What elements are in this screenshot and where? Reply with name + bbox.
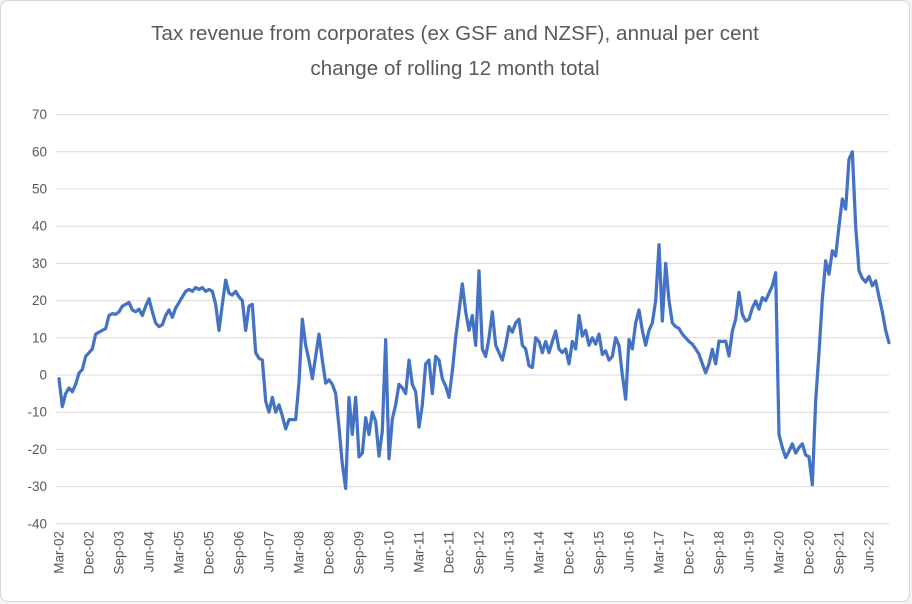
x-tick-label: Dec-05 <box>202 531 217 575</box>
gridlines <box>56 114 889 525</box>
x-tick-label: Dec-14 <box>562 531 577 575</box>
y-tick-label: 30 <box>32 256 47 271</box>
x-tick-label: Sep-18 <box>712 531 727 575</box>
x-tick-label: Dec-20 <box>802 531 817 575</box>
x-tick-label: Mar-11 <box>412 531 427 573</box>
data-series <box>57 150 891 491</box>
x-tick-label: Jun-16 <box>622 531 637 572</box>
y-tick-label: 50 <box>32 182 47 197</box>
y-tick-label: 70 <box>32 107 47 122</box>
x-tick-label: Mar-08 <box>292 531 307 574</box>
y-tick-label: 40 <box>32 219 47 234</box>
x-axis-labels: Mar-02 Dec-02 Sep-03 Jun-04 Mar-05 Dec-05 Sep-… <box>52 531 877 575</box>
x-tick-label: Sep-03 <box>112 531 127 575</box>
x-tick-label: Jun-19 <box>742 531 757 572</box>
y-tick-label: 60 <box>32 144 47 159</box>
y-tick-label: 0 <box>39 368 47 383</box>
x-tick-label: Sep-09 <box>352 531 367 575</box>
x-tick-label: Mar-20 <box>772 531 787 574</box>
x-tick-label: Mar-14 <box>532 531 547 574</box>
x-tick-label: Dec-08 <box>322 531 337 575</box>
x-tick-label: Sep-21 <box>832 531 847 575</box>
x-tick-label: Dec-02 <box>82 531 97 575</box>
y-tick-label: -20 <box>27 442 47 457</box>
y-tick-label: -30 <box>27 479 47 494</box>
y-tick-label: 20 <box>32 293 47 308</box>
x-tick-label: Jun-13 <box>502 531 517 572</box>
x-tick-label: Mar-17 <box>652 531 667 574</box>
y-axis-labels: 70 60 50 40 30 20 10 0 -10 -20 -30 -40 <box>27 107 47 531</box>
x-tick-label: Dec-11 <box>442 531 457 574</box>
x-tick-label: Jun-22 <box>862 531 877 572</box>
x-tick-label: Dec-17 <box>682 531 697 575</box>
chart-title: Tax revenue from corporates (ex GSF and … <box>151 22 759 80</box>
x-tick-label: Mar-05 <box>172 531 187 574</box>
x-tick-label: Sep-06 <box>232 531 247 575</box>
y-tick-label: -40 <box>27 516 47 531</box>
tax-revenue-series-line <box>57 150 891 491</box>
x-tick-label: Jun-04 <box>142 531 157 573</box>
x-tick-label: Sep-15 <box>592 531 607 575</box>
y-tick-label: 10 <box>32 330 47 345</box>
y-tick-label: -10 <box>27 405 47 420</box>
x-tick-label: Mar-02 <box>52 531 67 574</box>
x-tick-label: Jun-07 <box>262 531 277 572</box>
x-tick-label: Jun-10 <box>382 531 397 572</box>
x-tick-label: Sep-12 <box>472 531 487 575</box>
